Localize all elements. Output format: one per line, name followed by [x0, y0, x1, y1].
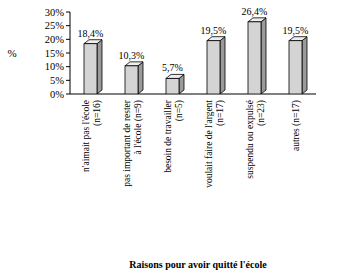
bar	[166, 78, 179, 94]
data-label: 26,4%	[242, 6, 268, 17]
y-axis-label: %	[7, 47, 16, 59]
category-line: besoin de travailler	[163, 99, 173, 173]
category-line: (n=5)	[174, 100, 185, 121]
tick-label: 20%	[45, 34, 65, 45]
category-label: pas important de resterà l'école (n=9)	[122, 99, 144, 187]
tick-label: 30%	[45, 7, 65, 18]
tick-label: 25%	[45, 20, 65, 31]
bar-side	[261, 18, 266, 94]
bar	[207, 41, 220, 94]
category-label: besoin de travailler(n=5)	[163, 99, 185, 173]
category-line: pas important de rester	[122, 99, 132, 187]
category-line: voulait faire de l'argent	[204, 100, 214, 188]
bar	[84, 44, 97, 94]
tick-mark	[66, 66, 70, 67]
data-label: 10,3%	[119, 50, 145, 61]
bar-side	[97, 40, 102, 94]
chart: 0% 5% 10% 15% 20% 25% 30% 18,4% 10,3% 5,7% 19,5% 26…	[0, 0, 352, 274]
category-line: suspendu ou expulsé	[245, 100, 255, 179]
bar-side	[138, 62, 143, 94]
bars	[84, 18, 307, 94]
category-label: suspendu ou expulsé(n=23)	[245, 100, 267, 179]
bar	[289, 41, 302, 94]
category-line: à l'école (n=9)	[133, 100, 144, 155]
bar-top	[248, 18, 266, 22]
bar-top	[166, 74, 184, 78]
tick-mark	[66, 53, 70, 54]
category-line: (n=23)	[256, 100, 267, 126]
tick-label: 0%	[50, 89, 64, 100]
category-line: n'aimait pas l'école	[81, 100, 91, 172]
bar-top	[289, 37, 307, 41]
data-label: 19,5%	[201, 25, 227, 36]
category-label: n'aimait pas l'école(n=16)	[81, 100, 103, 172]
tick-label: 10%	[45, 61, 65, 72]
category-label: autres (n=17)	[291, 100, 302, 151]
bar	[125, 66, 138, 94]
bar-side	[220, 37, 225, 94]
bar	[248, 22, 261, 94]
x-axis	[70, 94, 316, 95]
tick-mark	[66, 25, 70, 26]
data-label: 5,7%	[162, 62, 183, 73]
tick-label: 15%	[45, 48, 65, 59]
bar-top	[84, 40, 102, 44]
tick-mark	[66, 80, 70, 81]
category-line: autres (n=17)	[291, 100, 302, 151]
tick-label: 5%	[50, 75, 64, 86]
category-line: (n=17)	[215, 100, 226, 126]
bar-side	[302, 37, 307, 94]
tick-mark	[66, 94, 70, 95]
tick-mark	[66, 39, 70, 40]
data-label: 19,5%	[283, 25, 309, 36]
data-label: 18,4%	[78, 28, 104, 39]
x-axis-label: Raisons pour avoir quitté l'école	[129, 259, 267, 270]
bar-top	[125, 62, 143, 66]
category-label: voulait faire de l'argent(n=17)	[204, 100, 226, 188]
tick-mark	[66, 12, 70, 13]
category-line: (n=16)	[92, 100, 103, 126]
bar-top	[207, 37, 225, 41]
y-axis	[70, 12, 71, 94]
